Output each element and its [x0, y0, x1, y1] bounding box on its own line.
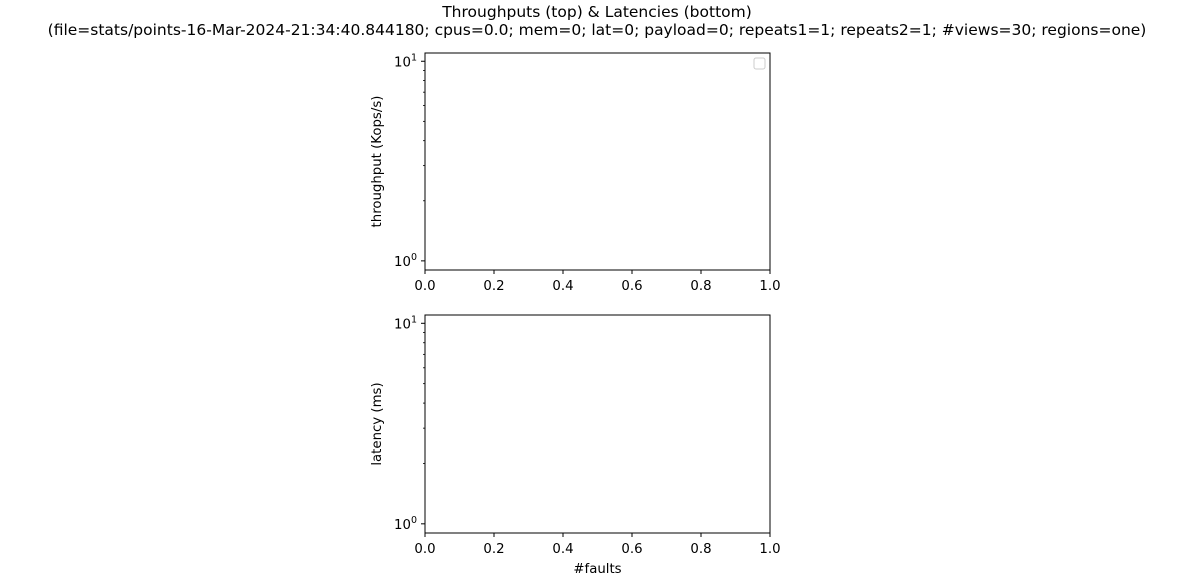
bottom-x-tick-label: 0.4: [552, 542, 573, 557]
bottom-y-tick-label: 100: [394, 515, 417, 533]
top-legend-box: [753, 57, 766, 70]
top-y-axis-label: throughput (Kops/s): [370, 96, 385, 228]
top-axes-frame: [424, 52, 771, 271]
figure-title: Throughputs (top) & Latencies (bottom): [442, 3, 752, 21]
top-x-tick-label: 0.6: [621, 279, 642, 294]
figure-subtitle: (file=stats/points-16-Mar-2024-21:34:40.…: [47, 21, 1147, 39]
top-x-tick-label: 0.8: [690, 279, 711, 294]
bottom-x-tick-label: 1.0: [759, 542, 780, 557]
top-y-tick-label: 100: [394, 252, 417, 270]
bottom-x-tick-label: 0.0: [414, 542, 435, 557]
bottom-axes: 0.0 0.2 0.4 0.6 0.8 1.0 100 101 latency (ms) #fau…: [370, 314, 781, 577]
top-x-tick-label: 1.0: [759, 279, 780, 294]
bottom-x-tick-label: 0.8: [690, 542, 711, 557]
bottom-y-tick-label: 101: [394, 314, 417, 332]
top-x-tick-label: 0.0: [414, 279, 435, 294]
top-axes: 0.0 0.2 0.4 0.6 0.8 1.0 100 101 throughput (Kops…: [370, 52, 781, 294]
top-x-tick-label: 0.4: [552, 279, 573, 294]
bottom-x-tick-label: 0.6: [621, 542, 642, 557]
bottom-axes-frame: [424, 314, 771, 534]
top-x-tick-label: 0.2: [483, 279, 504, 294]
bottom-y-axis-label: latency (ms): [370, 382, 385, 465]
top-y-tick-label: 101: [394, 52, 417, 70]
bottom-x-tick-label: 0.2: [483, 542, 504, 557]
bottom-x-axis-label: #faults: [573, 562, 621, 577]
